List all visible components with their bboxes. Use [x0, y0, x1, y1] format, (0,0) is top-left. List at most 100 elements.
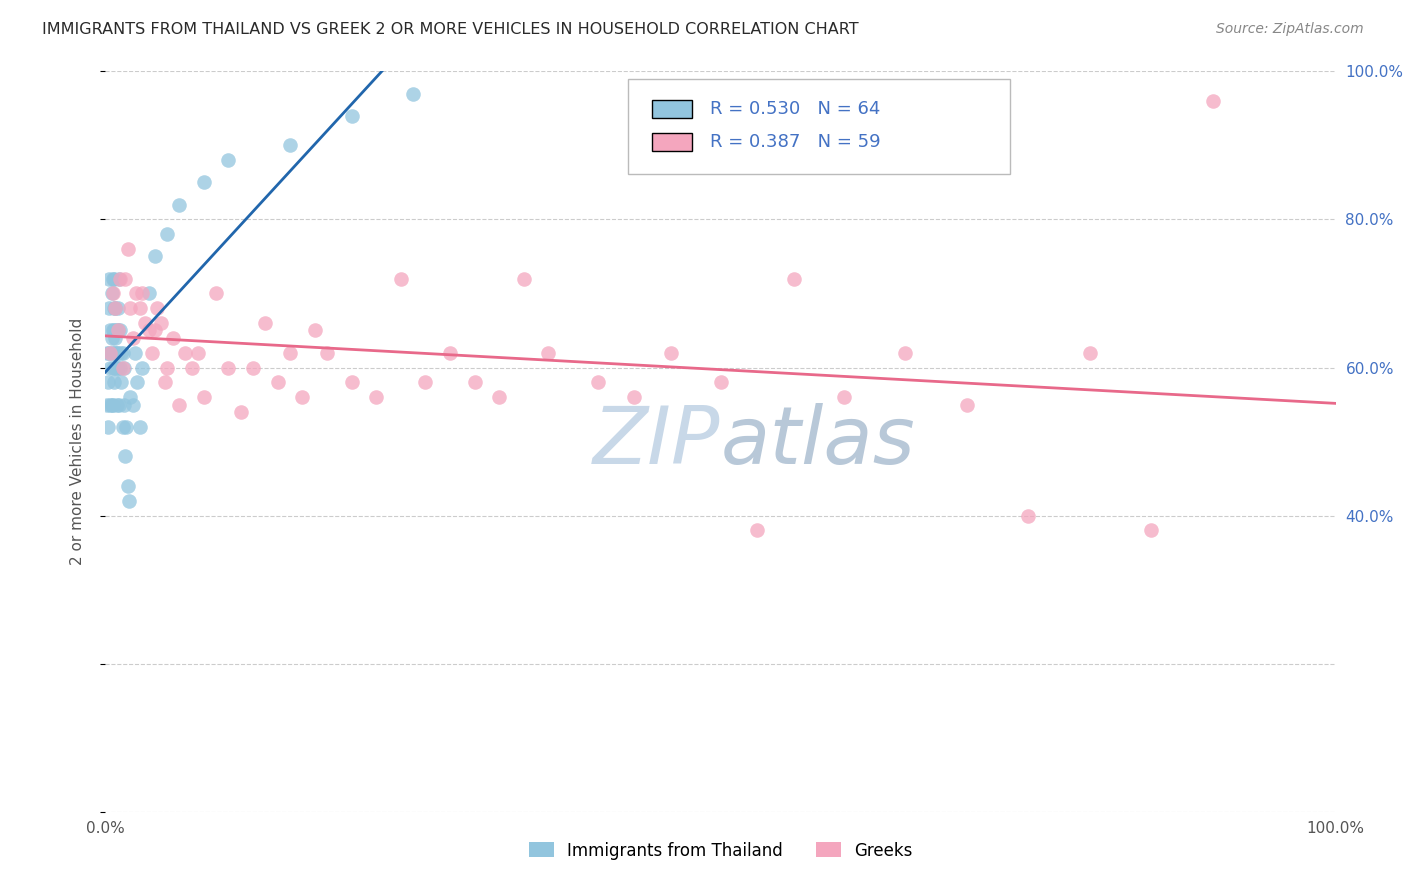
Point — [366, 390, 388, 404]
Text: Source: ZipAtlas.com: Source: ZipAtlas.com — [1216, 22, 1364, 37]
Point — [174, 345, 197, 359]
Point — [107, 345, 129, 359]
Point — [218, 153, 240, 168]
Point — [127, 376, 149, 390]
Point — [193, 390, 215, 404]
Point — [114, 450, 136, 464]
Point — [120, 301, 141, 316]
Point — [218, 360, 240, 375]
Point — [100, 286, 122, 301]
Point — [97, 419, 120, 434]
Text: R = 0.387   N = 59: R = 0.387 N = 59 — [710, 133, 880, 151]
Point — [138, 324, 160, 338]
Point — [402, 87, 425, 101]
Point — [112, 360, 135, 375]
Point — [894, 345, 917, 359]
Point — [661, 345, 683, 359]
Point — [98, 360, 122, 375]
Point — [340, 109, 363, 123]
Point — [96, 345, 118, 359]
Point — [103, 271, 125, 285]
Point — [254, 316, 277, 330]
Point — [105, 360, 128, 375]
Point — [110, 345, 132, 359]
Point — [131, 360, 153, 375]
Point — [229, 405, 252, 419]
Point — [101, 360, 124, 375]
Point — [100, 397, 122, 411]
Point — [111, 360, 134, 375]
Point — [537, 345, 560, 359]
Point — [124, 345, 146, 359]
Point — [98, 345, 122, 359]
Point — [98, 345, 121, 359]
Point — [1017, 508, 1039, 523]
Point — [110, 324, 132, 338]
Point — [108, 397, 131, 411]
Point — [117, 479, 139, 493]
Point — [291, 390, 314, 404]
Point — [315, 345, 337, 359]
Text: atlas: atlas — [721, 402, 915, 481]
Point — [242, 360, 264, 375]
Point — [169, 197, 191, 211]
Point — [110, 360, 132, 375]
Point — [111, 419, 134, 434]
Point — [100, 331, 122, 345]
Point — [156, 227, 179, 242]
Point — [129, 301, 152, 316]
Point — [104, 360, 127, 375]
Point — [143, 324, 166, 338]
Point — [98, 301, 121, 316]
Point — [389, 271, 412, 285]
Point — [783, 271, 806, 285]
Point — [710, 376, 733, 390]
Point — [267, 376, 290, 390]
Point — [1140, 524, 1163, 538]
Point — [278, 345, 301, 359]
Point — [96, 397, 118, 411]
FancyBboxPatch shape — [628, 78, 1010, 174]
Point — [107, 324, 129, 338]
Point — [149, 316, 172, 330]
Point — [180, 360, 202, 375]
Point — [112, 397, 135, 411]
Point — [103, 376, 125, 390]
Point — [115, 419, 138, 434]
Point — [129, 419, 152, 434]
FancyBboxPatch shape — [652, 133, 692, 151]
Point — [134, 316, 156, 330]
Point — [1078, 345, 1101, 359]
Point — [513, 271, 536, 285]
Point — [104, 345, 127, 359]
Point — [439, 345, 461, 359]
Point — [187, 345, 209, 359]
Point — [121, 331, 143, 345]
Point — [104, 331, 127, 345]
Point — [118, 493, 141, 508]
Y-axis label: 2 or more Vehicles in Household: 2 or more Vehicles in Household — [70, 318, 84, 566]
Point — [105, 345, 128, 359]
Point — [193, 175, 215, 190]
Point — [103, 324, 125, 338]
Point — [98, 324, 122, 338]
Point — [110, 271, 132, 285]
Point — [586, 376, 609, 390]
Point — [110, 376, 132, 390]
Point — [464, 376, 486, 390]
Point — [162, 331, 184, 345]
Point — [108, 271, 131, 285]
Point — [141, 345, 163, 359]
Point — [97, 376, 120, 390]
Point — [278, 138, 301, 153]
Point — [104, 301, 127, 316]
Point — [101, 324, 124, 338]
Point — [747, 524, 769, 538]
Point — [125, 286, 148, 301]
Point — [98, 271, 121, 285]
Point — [415, 376, 437, 390]
Point — [114, 271, 136, 285]
Point — [100, 345, 122, 359]
Point — [101, 271, 124, 285]
Legend: Immigrants from Thailand, Greeks: Immigrants from Thailand, Greeks — [522, 835, 920, 866]
